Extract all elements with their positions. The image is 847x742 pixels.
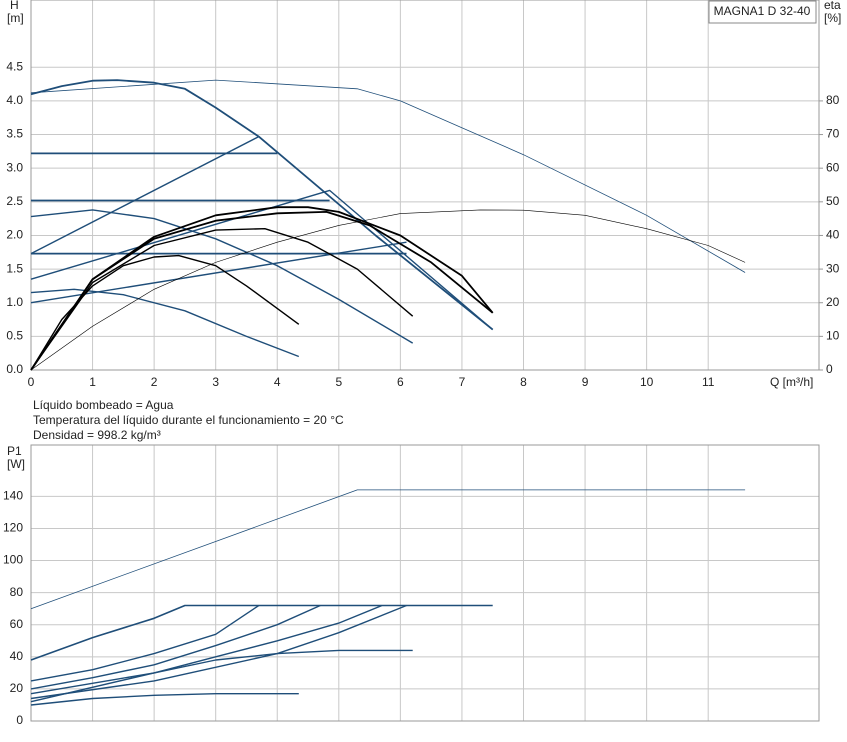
curve [30,209,414,344]
title-box [708,0,817,24]
y2-tick-label: 50 [826,194,840,208]
y2-tick-label: 0 [826,362,833,376]
curve [30,209,746,371]
curve [30,79,494,331]
x-tick-label: 0 [28,375,35,389]
plot-frame [30,444,820,722]
x-tick-label: 9 [582,375,589,389]
curve [30,604,493,661]
y-tick-label: 1.0 [6,295,23,309]
y2-tick-label: 20 [826,295,840,309]
y2-tick-label: 10 [826,329,840,343]
curve [30,228,414,371]
curve [30,489,746,610]
y-tick-label: 0.5 [6,329,23,343]
annotation: Líquido bombeado = Agua [33,398,174,412]
y-tick-label: 4.5 [6,59,23,73]
curve [30,241,407,304]
y-tick-label: 20 [10,681,24,695]
chart-title: MAGNA1 D 32-40 [714,4,811,18]
curve [30,693,299,706]
plot-frame [30,0,820,371]
y2-label: [%] [824,11,841,25]
x-tick-label: 1 [89,375,96,389]
x-tick-label: 4 [274,375,281,389]
curve [30,288,300,358]
x-tick-label: 8 [520,375,527,389]
annotation: Temperatura del líquido durante el funci… [33,413,344,427]
y-tick-label: 1.5 [6,261,23,275]
y-tick-label: 2.0 [6,228,23,242]
y-tick-label: 0 [16,713,23,727]
x-tick-label: 2 [151,375,158,389]
curve [30,604,383,695]
annotation: Densidad = 998.2 kg/m³ [33,428,161,442]
y2-tick-label: 70 [826,127,840,141]
y-label: H [10,0,19,12]
x-label: Q [m³/h] [770,375,813,389]
y-tick-label: 100 [3,553,23,567]
y-tick-label: 80 [10,585,24,599]
y2-tick-label: 80 [826,93,840,107]
y2-label: eta [824,0,841,12]
curve [30,79,746,273]
y-tick-label: 40 [10,649,24,663]
curve [30,649,413,703]
curve [30,604,321,690]
curve [30,206,494,371]
y-label: [W] [7,457,25,471]
y-tick-label: 60 [10,617,24,631]
curve [30,604,260,682]
x-tick-label: 7 [459,375,466,389]
curve [30,189,494,331]
y-tick-label: 120 [3,521,23,535]
y-label: [m] [7,11,24,25]
x-tick-label: 11 [702,375,715,389]
x-tick-label: 6 [397,375,404,389]
y-tick-label: 0.0 [6,362,23,376]
x-tick-label: 10 [640,375,654,389]
y-tick-label: 140 [3,489,23,503]
curve [30,135,260,255]
x-tick-label: 3 [212,375,219,389]
y-tick-label: 3.5 [6,127,23,141]
y2-tick-label: 30 [826,261,840,275]
y-tick-label: 2.5 [6,194,23,208]
y2-tick-label: 40 [826,228,840,242]
x-tick-label: 5 [335,375,342,389]
y-tick-label: 3.0 [6,160,23,174]
y2-tick-label: 60 [826,160,840,174]
y-tick-label: 4.0 [6,93,23,107]
y-label: P1 [7,444,22,458]
